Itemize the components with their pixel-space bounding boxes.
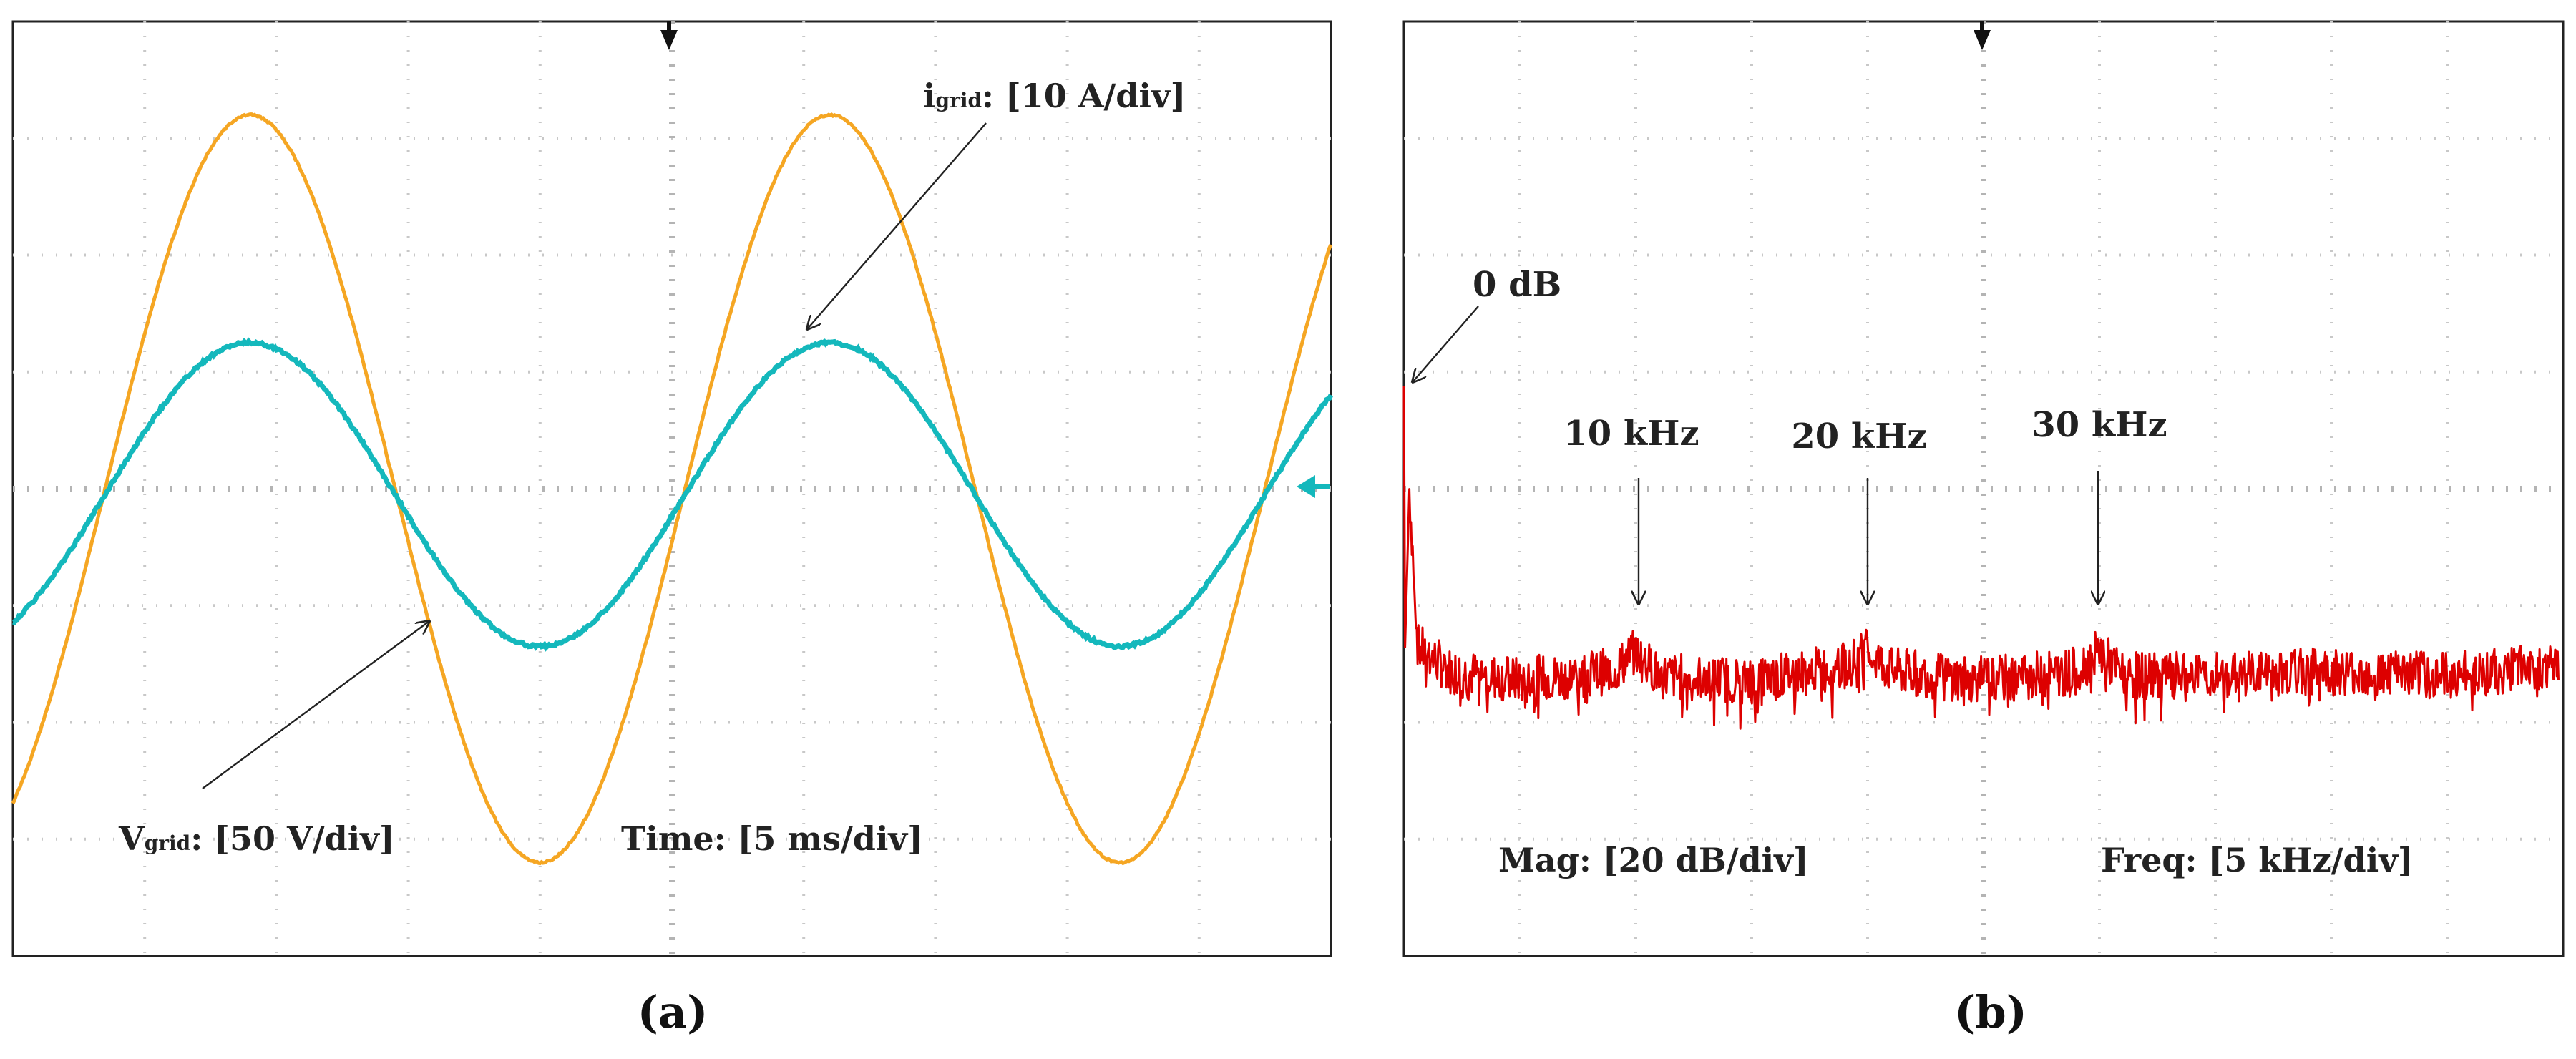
panel-a: igrid: [10 A/div] Vgrid: [50 V/div] Time… (11, 20, 1334, 957)
panel-a-trigger-marker-icon (660, 30, 678, 50)
spectrum-trace (1402, 386, 2560, 730)
current-label: igrid: [10 A/div] (923, 77, 1186, 115)
harmonic-annotation: 10 kHz (1563, 414, 1699, 604)
harmonic-annotation: 30 kHz (2031, 405, 2167, 604)
panel-a-trigger-stem (667, 21, 671, 31)
panel-b: 0 dB 10 kHz 20 kHz 30 kHz Mag: [20 dB/di… (1402, 20, 2565, 957)
voltage-label-arrow (202, 621, 429, 789)
panel-b-frame (1402, 20, 2565, 957)
current-label-arrow (807, 122, 987, 329)
panel-a-caption: (a) (638, 986, 708, 1038)
panel-b-caption: (b) (1954, 986, 2027, 1038)
panel-a-ground-marker-icon (1297, 475, 1315, 498)
harmonic-annotation: 20 kHz (1791, 416, 1927, 604)
voltage-label: Vgrid: [50 V/div] (118, 819, 395, 858)
zero-db-label: 0 dB (1473, 265, 1561, 305)
magnitude-scale-label: Mag: [20 dB/div] (1498, 841, 1809, 879)
voltage-label-subscript: grid (145, 831, 191, 855)
zero-db-arrow (1413, 306, 1479, 382)
panel-b-trigger-stem (1980, 21, 1984, 31)
panel-a-grid (13, 21, 1331, 956)
harmonic-label: 20 kHz (1791, 416, 1926, 457)
current-waveform (12, 337, 1334, 652)
voltage-label-scale: : [50 V/div] (190, 819, 394, 858)
current-label-scale: : [10 A/div] (982, 77, 1186, 115)
frequency-scale-label: Freq: [5 kHz/div] (2101, 841, 2414, 879)
current-label-subscript: grid (935, 89, 982, 112)
harmonic-label: 30 kHz (2031, 405, 2167, 445)
time-scale-label: Time: [5 ms/div] (621, 819, 923, 858)
panel-b-trigger-marker-icon (1974, 30, 1991, 50)
harmonic-label: 10 kHz (1563, 414, 1699, 454)
voltage-waveform (11, 112, 1333, 866)
panel-a-ground-stem (1314, 484, 1330, 489)
voltage-label-symbol: V (118, 819, 145, 858)
current-label-symbol: i (923, 77, 935, 115)
